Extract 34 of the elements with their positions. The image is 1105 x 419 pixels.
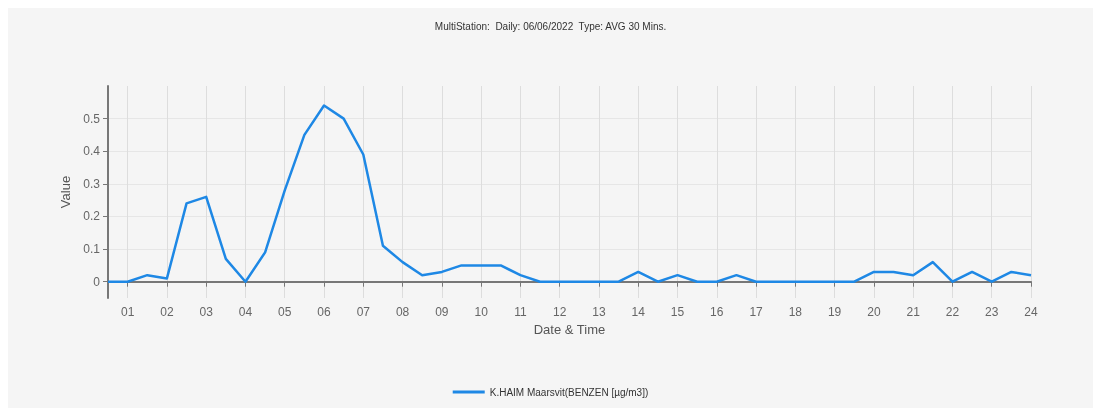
y-axis-title: Value xyxy=(58,175,73,209)
x-tick-label: 15 xyxy=(670,305,685,319)
y-tick-label: 0.2 xyxy=(83,209,101,224)
y-tick-label: 0.3 xyxy=(83,176,101,191)
x-tick-label: 04 xyxy=(238,305,253,319)
x-tick-label: 02 xyxy=(160,305,174,319)
x-tick-label: 06 xyxy=(317,305,332,319)
x-tick-label: 09 xyxy=(435,305,449,319)
x-tick-label: 23 xyxy=(985,305,999,319)
legend-label: K.HAIM Maarsvit(BENZEN [µg/m3]) xyxy=(489,386,649,398)
x-tick-label: 18 xyxy=(788,305,803,319)
y-tick-label: 0.1 xyxy=(83,242,101,257)
x-tick-label: 13 xyxy=(592,305,606,319)
x-tick-label: 24 xyxy=(1024,305,1038,319)
x-tick-label: 11 xyxy=(514,305,527,319)
chart-title: MultiStation: Daily: 06/06/2022 Type: AVG 30 Mins. xyxy=(434,20,667,32)
x-tick-label: 21 xyxy=(906,305,921,319)
y-tick-label: 0.4 xyxy=(83,144,101,159)
x-tick-label: 12 xyxy=(553,305,567,319)
x-tick-label: 19 xyxy=(827,305,842,319)
x-tick-label: 08 xyxy=(395,305,410,319)
y-tick-label: 0 xyxy=(93,274,101,289)
y-tick-label: 0.5 xyxy=(83,111,101,126)
x-tick-label: 14 xyxy=(631,305,646,319)
x-tick-label: 03 xyxy=(199,305,214,319)
x-tick-label: 05 xyxy=(278,305,292,319)
x-tick-label: 17 xyxy=(749,305,764,319)
x-tick-label: 07 xyxy=(356,305,371,319)
x-axis-title: Date & Time xyxy=(533,321,606,337)
x-tick-label: 22 xyxy=(945,305,960,319)
x-tick-label: 16 xyxy=(710,305,724,319)
x-tick-label: 20 xyxy=(867,305,881,319)
x-tick-label: 01 xyxy=(120,305,135,319)
x-tick-label: 10 xyxy=(474,305,489,319)
